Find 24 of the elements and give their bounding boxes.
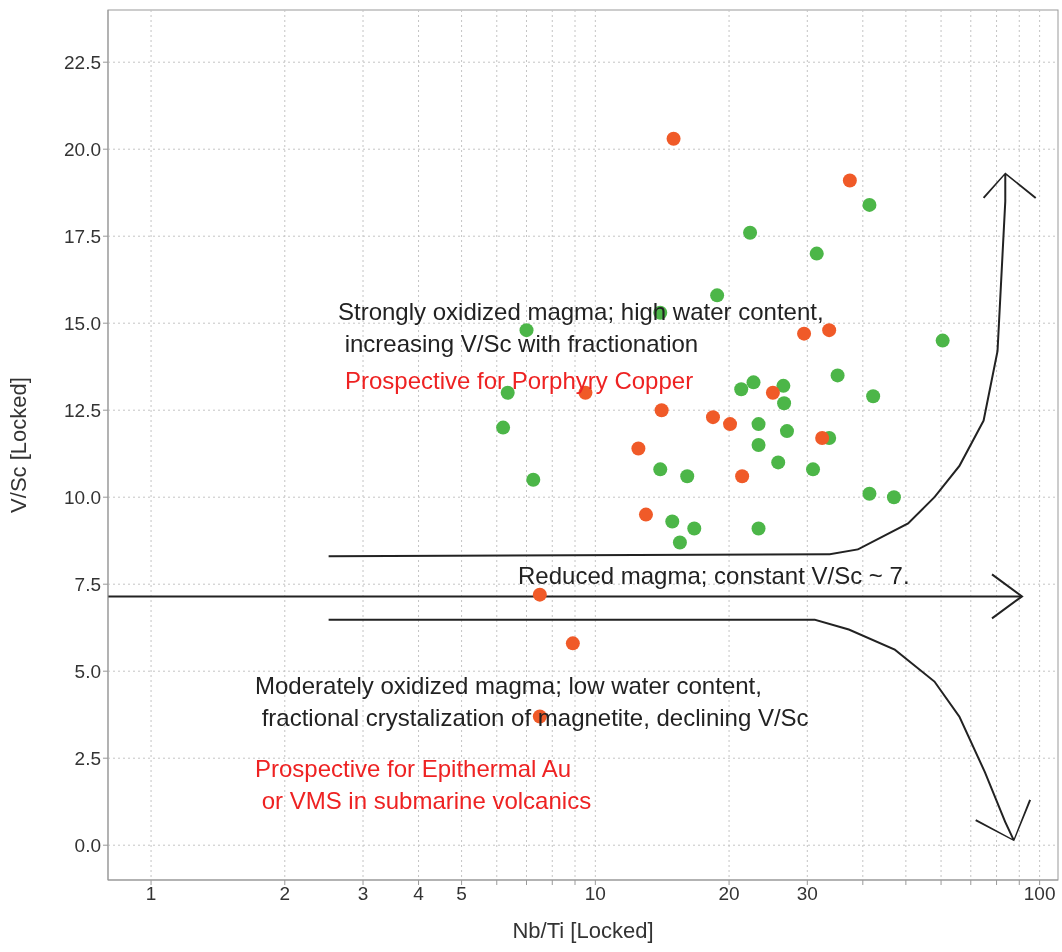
x-tick-label: 100 [1023, 883, 1056, 905]
y-tick-label: 7.5 [74, 573, 101, 595]
ref-line-label: Reduced magma; constant V/Sc ~ 7. [518, 562, 910, 590]
y-axis-title: V/Sc [Locked] [6, 377, 31, 513]
y-tick-label: 17.5 [64, 225, 101, 247]
annotation: Prospective for Epithermal Au or VMS in submarine volcanics [255, 755, 592, 814]
x-tick-label: 4 [413, 883, 425, 905]
y-tick-label: 15.0 [64, 312, 101, 334]
y-tick-label: 0.0 [74, 834, 101, 856]
y-tick-label: 10.0 [64, 486, 101, 508]
x-axis-title: Nb/Ti [Locked] [512, 918, 654, 943]
y-tick-label: 2.5 [74, 747, 101, 769]
y-tick-label: 22.5 [64, 51, 101, 73]
x-tick-label: 1 [145, 883, 157, 905]
x-tick-label: 3 [357, 883, 369, 905]
y-tick-label: 5.0 [74, 660, 101, 682]
x-tick-label: 10 [584, 883, 606, 905]
annotation: Prospective for Porphyry Copper [345, 367, 694, 394]
y-tick-label: 20.0 [64, 138, 101, 160]
x-tick-label: 5 [456, 883, 467, 905]
x-tick-label: 30 [796, 883, 818, 905]
x-tick-label: 2 [279, 883, 291, 905]
x-tick-label: 20 [718, 883, 740, 905]
y-tick-label: 12.5 [64, 399, 101, 421]
